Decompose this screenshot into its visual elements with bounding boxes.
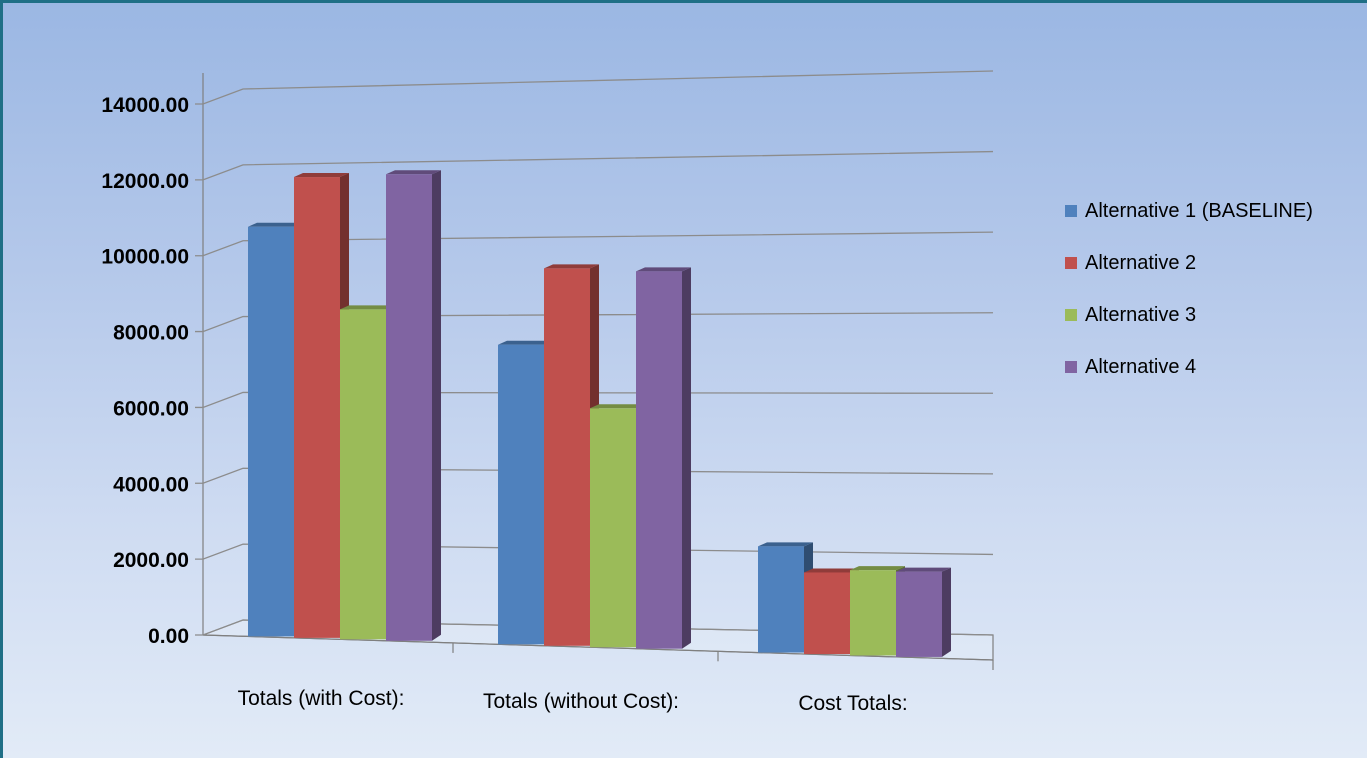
legend-label: Alternative 2 [1085, 252, 1196, 274]
y-tick-label: 10000.00 [101, 246, 189, 269]
bar [636, 267, 691, 649]
legend-label: Alternative 3 [1085, 304, 1196, 326]
y-tick-label: 12000.00 [101, 170, 189, 193]
bars [248, 170, 951, 657]
legend-label: Alternative 1 (BASELINE) [1085, 200, 1313, 222]
bar [850, 566, 905, 656]
legend-swatch [1065, 361, 1077, 373]
gridline [195, 231, 994, 257]
legend-swatch [1065, 257, 1077, 269]
bar [758, 542, 813, 653]
x-axis-labels: Totals (with Cost): Totals (without Cost)… [238, 687, 908, 715]
y-tick-label: 14000.00 [101, 94, 189, 117]
legend: Alternative 1 (BASELINE) Alternative 2 Alt… [1065, 200, 1313, 378]
y-tick-label: 4000.00 [113, 473, 189, 496]
y-tick-label: 8000.00 [113, 322, 189, 345]
gridline [195, 70, 994, 105]
bar-chart: 0.00 2000.00 4000.00 6000.00 8000.00 10000.00… [101, 70, 1313, 715]
x-axis-line [202, 634, 994, 661]
y-axis-ticks: 0.00 2000.00 4000.00 6000.00 8000.00 10000.00… [101, 94, 189, 648]
y-tick-label: 0.00 [148, 625, 189, 648]
y-tick-label: 6000.00 [113, 397, 189, 420]
x-category-label: Totals (with Cost): [238, 687, 405, 710]
legend-swatch [1065, 309, 1077, 321]
bar [896, 567, 951, 657]
gridline [195, 150, 994, 181]
legend-swatch [1065, 205, 1077, 217]
gridline [195, 391, 994, 409]
y-tick-label: 2000.00 [113, 549, 189, 572]
legend-label: Alternative 4 [1085, 356, 1196, 378]
bar [544, 264, 599, 646]
gridline [195, 312, 994, 333]
x-category-label: Cost Totals: [798, 692, 907, 715]
bar [386, 170, 441, 641]
x-category-label: Totals (without Cost): [483, 690, 679, 713]
